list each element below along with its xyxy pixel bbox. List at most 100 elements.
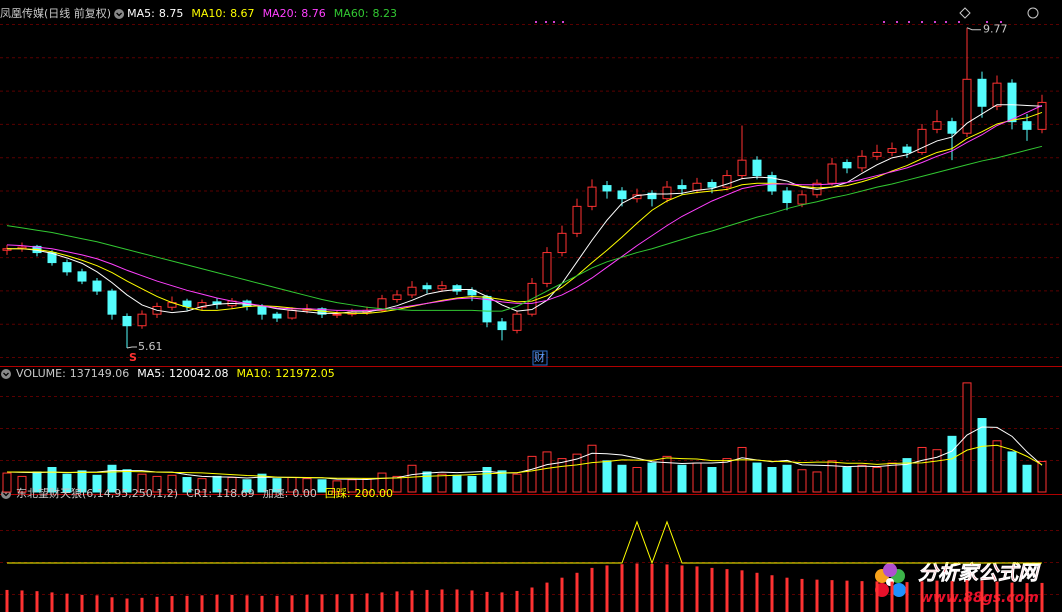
indicator-bar (875, 581, 879, 612)
candle-body (107, 290, 117, 315)
volume-bar (557, 458, 567, 493)
indicator-bar (605, 565, 609, 612)
indicator-bar (35, 591, 39, 612)
volume-bar (272, 478, 282, 493)
volume-bar (332, 480, 342, 493)
candle-body (422, 285, 432, 290)
volume-bar (812, 471, 822, 493)
indicator-bar (320, 594, 324, 612)
volume-bar (887, 462, 897, 493)
candle-body (1007, 82, 1017, 123)
volume-bar (572, 453, 582, 493)
volume-bar (497, 470, 507, 493)
candle-body (497, 321, 507, 331)
indicator-bar (545, 582, 549, 612)
ma-line (7, 111, 1043, 314)
candle-body (407, 286, 417, 296)
volume-bar (257, 473, 267, 493)
legend-value: 200.00 (355, 487, 394, 500)
circle-icon (1027, 7, 1039, 19)
watermark-petal (892, 583, 906, 597)
candle-body (632, 194, 642, 200)
indicator-bar (440, 589, 444, 612)
candle-body (182, 300, 192, 307)
candle-body (992, 82, 1002, 107)
chart-title: 凤凰传媒(日线 前复权) (0, 6, 111, 20)
volume-bar (992, 440, 1002, 493)
volume-bar (737, 446, 747, 493)
candle-body (437, 285, 447, 290)
watermark-name: 分析家公式网 (918, 561, 1041, 585)
note-label: 财 (534, 350, 545, 364)
candle-body (827, 163, 837, 184)
indicator-bar (455, 589, 459, 612)
indicator-bar (710, 567, 714, 612)
menu-chevron (3, 492, 9, 497)
volume-bar (677, 464, 687, 493)
candle-body (572, 205, 582, 234)
legend-sep: : (208, 487, 212, 500)
volume-bar (782, 464, 792, 493)
menu-icon (114, 9, 125, 19)
volume-bar (872, 467, 882, 493)
indicator-bar (995, 581, 999, 612)
volume-bar (512, 473, 522, 493)
menu-icon (1, 369, 11, 379)
indicator-bar (680, 565, 684, 612)
indicator-bar (665, 564, 669, 612)
legend-sep: : (222, 7, 226, 20)
volume-bar (527, 455, 537, 493)
legend-value: 8.75 (159, 7, 184, 20)
indicator-bar (5, 589, 9, 612)
legend-value: 137149.06 (70, 367, 130, 380)
candle-body (647, 192, 657, 200)
diamond-icon (959, 7, 971, 19)
indicator-bar (260, 595, 264, 612)
legend-value: 8.67 (230, 7, 255, 20)
indicator-bar (20, 590, 24, 612)
indicator-bar (80, 594, 84, 612)
volume-bar (377, 472, 387, 493)
volume-bar (1007, 451, 1017, 493)
candle-body (722, 175, 732, 188)
indicator-bar (770, 575, 774, 612)
ma-line (6, 145, 1043, 312)
legend-name: MA10 (191, 7, 222, 20)
indicator-bar (215, 594, 219, 612)
candle-body (797, 194, 807, 205)
indicator-bar (725, 569, 729, 612)
max-label: 9.77 (983, 23, 1008, 36)
indicator-bar (695, 566, 699, 612)
volume-bar (722, 458, 732, 493)
legend-name: MA60 (334, 7, 365, 20)
indicator-line (7, 444, 1043, 479)
indicator-bar (380, 592, 384, 612)
menu-chevron (3, 372, 9, 377)
candle-body (917, 128, 927, 153)
indicator-bar (860, 581, 864, 612)
volume-bar (17, 475, 27, 493)
legend-name: MA10 (237, 367, 268, 380)
indicator-bar (335, 594, 339, 612)
indicator-bar (1010, 582, 1014, 612)
indicator-bar (830, 580, 834, 612)
ma-line (6, 105, 1043, 311)
legend-name: MA20 (263, 7, 294, 20)
indicator-bar (350, 593, 354, 612)
volume-bar (857, 464, 867, 493)
volume-bar (47, 467, 57, 493)
indicator-bar (515, 590, 519, 612)
volume-bar (407, 464, 417, 493)
candle-body (62, 262, 72, 273)
indicator-bar (425, 589, 429, 612)
indicator-bar (290, 595, 294, 612)
indicator-bar (530, 587, 534, 612)
candle-body (47, 252, 57, 264)
indicator-bar (590, 567, 594, 612)
indicator-bar (110, 597, 114, 612)
indicator-bar (620, 564, 624, 612)
candle-body (512, 313, 522, 331)
watermark-url: www.88gs.com (920, 590, 1039, 606)
indicator-bar (305, 594, 309, 612)
